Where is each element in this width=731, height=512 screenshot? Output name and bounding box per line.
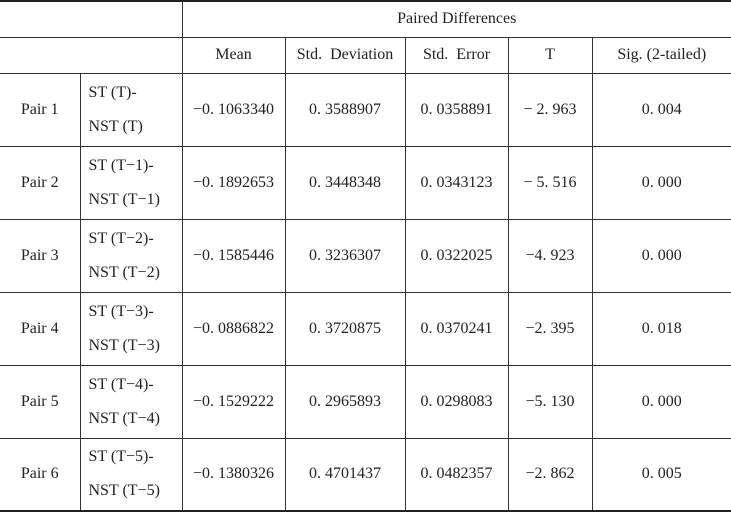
value-cell: 0. 4701437: [284, 437, 406, 512]
table-head: Paired Differences Mean Std. Deviation Std…: [0, 0, 731, 74]
value-cell: −0. 1585446: [181, 218, 286, 293]
column-header: T: [507, 36, 593, 74]
pair-label: Pair 5: [0, 364, 81, 439]
value-cell: 0. 3720875: [284, 291, 406, 366]
data-row: Pair 4 ST (T−3)- NST (T−3) −0. 0886822 0. 37…: [0, 291, 731, 366]
column-header-row: Mean Std. Deviation Std. Error T Sig. (2-tai…: [0, 36, 731, 74]
data-row: Pair 5 ST (T−4)- NST (T−4) −0. 1529222 0. 29…: [0, 364, 731, 439]
pair-label: Pair 3: [0, 218, 81, 293]
data-row: Pair 6 ST (T−5)- NST (T−5) −0. 1380326 0. 47…: [0, 437, 731, 512]
header-row: Paired Differences: [0, 0, 731, 38]
group-header: Paired Differences: [181, 0, 731, 38]
value-cell: −0. 1892653: [181, 145, 286, 220]
value-cell: −0. 1063340: [181, 72, 286, 147]
value-cell: 0. 000: [591, 364, 731, 439]
value-cell: −0. 1529222: [181, 364, 286, 439]
value-cell: 0. 005: [591, 437, 731, 512]
pair-label: Pair 6: [0, 437, 81, 512]
comparison-line: ST (T−3)-: [88, 302, 154, 320]
table-body: Pair 1 ST (T)- NST (T) −0. 1063340 0. 358890…: [0, 72, 731, 512]
comparison-cell: ST (T)- NST (T): [79, 72, 183, 147]
comparison-cell: ST (T−5)- NST (T−5): [79, 437, 183, 512]
value-cell: 0. 0370241: [404, 291, 509, 366]
comparison-line: NST (T−4): [88, 409, 160, 427]
value-cell: 0. 2965893: [284, 364, 406, 439]
corner-cell: [0, 36, 183, 74]
value-cell: −0. 0886822: [181, 291, 286, 366]
comparison-line: ST (T−2)-: [88, 229, 154, 247]
value-cell: 0. 004: [591, 72, 731, 147]
column-header: Std. Error: [404, 36, 509, 74]
value-cell: − 5. 516: [507, 145, 593, 220]
value-cell: 0. 0343123: [404, 145, 509, 220]
comparison-cell: ST (T−4)- NST (T−4): [79, 364, 183, 439]
pair-label: Pair 2: [0, 145, 81, 220]
value-cell: −2. 395: [507, 291, 593, 366]
value-cell: 0. 018: [591, 291, 731, 366]
value-cell: − 2. 963: [507, 72, 593, 147]
value-cell: −2. 862: [507, 437, 593, 512]
comparison-line: ST (T−5)-: [88, 448, 154, 466]
value-cell: 0. 3448348: [284, 145, 406, 220]
value-cell: 0. 0482357: [404, 437, 509, 512]
data-row: Pair 2 ST (T−1)- NST (T−1) −0. 1892653 0. 34…: [0, 145, 731, 220]
pair-label: Pair 1: [0, 72, 81, 147]
value-cell: 0. 3236307: [284, 218, 406, 293]
data-row: Pair 3 ST (T−2)- NST (T−2) −0. 1585446 0. 32…: [0, 218, 731, 293]
comparison-line: ST (T−1)-: [88, 156, 154, 174]
value-cell: 0. 000: [591, 145, 731, 220]
comparison-cell: ST (T−2)- NST (T−2): [79, 218, 183, 293]
comparison-line: NST (T−2): [88, 263, 160, 281]
column-header: Mean: [181, 36, 286, 74]
corner-cell: [0, 0, 183, 38]
data-row: Pair 1 ST (T)- NST (T) −0. 1063340 0. 358890…: [0, 72, 731, 147]
value-cell: −4. 923: [507, 218, 593, 293]
comparison-cell: ST (T−1)- NST (T−1): [79, 145, 183, 220]
value-cell: −0. 1380326: [181, 437, 286, 512]
comparison-line: NST (T): [88, 117, 143, 135]
pair-label: Pair 4: [0, 291, 81, 366]
column-header: Sig. (2-tailed): [591, 36, 731, 74]
comparison-line: NST (T−5): [88, 482, 160, 500]
comparison-cell: ST (T−3)- NST (T−3): [79, 291, 183, 366]
column-header: Std. Deviation: [284, 36, 406, 74]
value-cell: −5. 130: [507, 364, 593, 439]
comparison-line: NST (T−1): [88, 190, 160, 208]
comparison-line: NST (T−3): [88, 336, 160, 354]
value-cell: 0. 3588907: [284, 72, 406, 147]
comparison-line: ST (T)-: [88, 83, 137, 101]
value-cell: 0. 000: [591, 218, 731, 293]
value-cell: 0. 0298083: [404, 364, 509, 439]
comparison-line: ST (T−4)-: [88, 375, 154, 393]
value-cell: 0. 0358891: [404, 72, 509, 147]
value-cell: 0. 0322025: [404, 218, 509, 293]
